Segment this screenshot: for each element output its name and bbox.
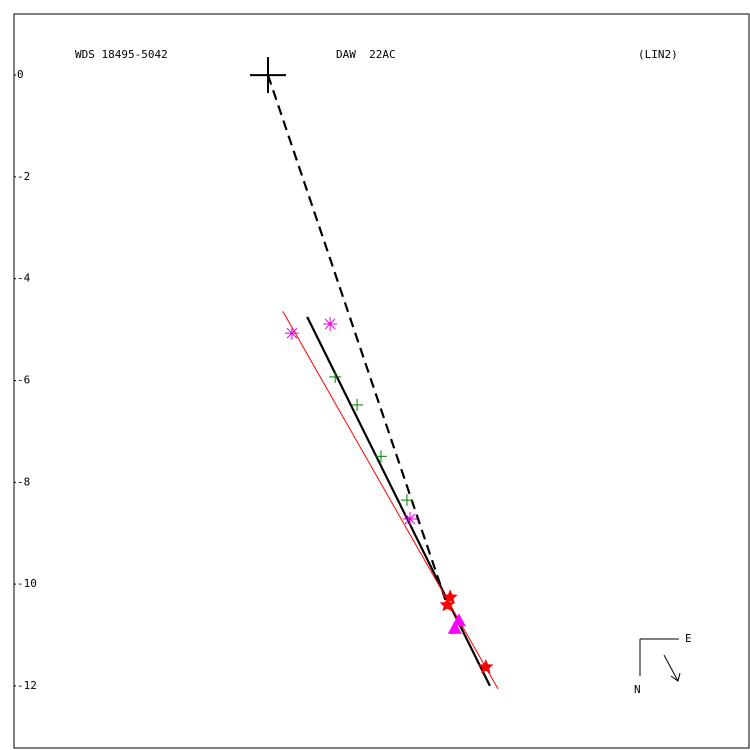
- point: [403, 511, 418, 526]
- y-tick-label: -8: [17, 475, 30, 488]
- point: [400, 494, 413, 507]
- y-tick-label: -6: [17, 373, 30, 386]
- y-tick-label: -12: [17, 679, 37, 692]
- point: [329, 370, 342, 383]
- fit-line: [282, 311, 499, 690]
- point: [323, 316, 338, 331]
- annotation: (LIN2): [638, 48, 678, 61]
- chart-title: WDS 18495-5042: [75, 48, 168, 61]
- stroke: [404, 513, 416, 525]
- compass-label: N: [634, 683, 641, 696]
- point: [351, 398, 364, 411]
- shape: [478, 659, 494, 674]
- point: [284, 326, 299, 341]
- shape: [439, 597, 455, 612]
- y-tick-label: 0: [17, 68, 24, 81]
- chart-subtitle: DAW 22AC: [336, 48, 396, 61]
- point: [249, 57, 286, 94]
- y-tick-label: -10: [17, 577, 37, 590]
- compass: [639, 638, 681, 682]
- fit-line: [266, 74, 449, 606]
- compass-label: E: [685, 632, 692, 645]
- shape: [442, 589, 458, 604]
- point: [439, 597, 455, 612]
- stroke: [286, 327, 298, 339]
- point: [478, 659, 494, 674]
- stroke: [324, 318, 336, 330]
- y-tick-label: -2: [17, 170, 30, 183]
- y-tick-label: -4: [17, 272, 31, 285]
- shape: [447, 620, 462, 634]
- fit-line: [306, 316, 491, 687]
- point: [447, 620, 462, 634]
- frame: [13, 13, 750, 749]
- point: [374, 450, 387, 463]
- point: [442, 589, 458, 604]
